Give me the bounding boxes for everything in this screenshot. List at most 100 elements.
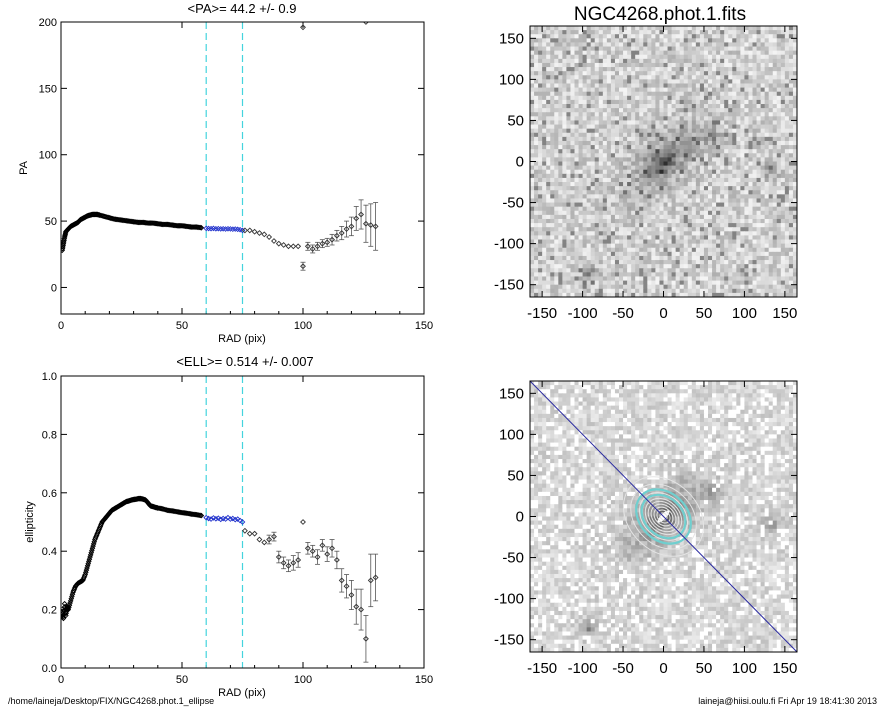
img-top-pixel bbox=[708, 251, 713, 257]
img-top-pixel bbox=[720, 165, 725, 171]
img-top-pixel bbox=[530, 260, 535, 265]
img-top-pixel bbox=[534, 104, 539, 109]
img-top-pixel bbox=[558, 264, 563, 269]
img-top-pixel bbox=[554, 177, 559, 183]
img-top-pixel bbox=[679, 206, 685, 212]
img-top-pixel bbox=[586, 71, 592, 76]
img-top-pixel bbox=[534, 223, 539, 228]
img-top-pixel bbox=[619, 136, 624, 142]
img-top-pixel bbox=[740, 124, 745, 130]
img-top-pixel bbox=[667, 79, 673, 84]
img-top-pixel bbox=[655, 83, 660, 89]
img-top-pixel bbox=[695, 136, 701, 142]
img-top-pixel bbox=[570, 38, 575, 43]
img-top-pixel bbox=[720, 218, 725, 224]
img-top-pixel bbox=[598, 161, 604, 167]
img-top-pixel bbox=[614, 276, 620, 282]
img-top-pixel bbox=[732, 190, 737, 195]
img-top-pixel bbox=[691, 272, 697, 277]
img-top-pixel bbox=[606, 153, 612, 158]
img-top-pixel bbox=[623, 173, 628, 179]
img-top-pixel bbox=[720, 280, 725, 286]
img-top-pixel bbox=[578, 272, 584, 277]
img-top-pixel bbox=[756, 182, 762, 187]
img-top-pixel bbox=[683, 145, 689, 150]
img-top-pixel bbox=[667, 218, 673, 224]
img-top-pixel bbox=[708, 104, 713, 109]
img-top-pixel bbox=[534, 136, 539, 142]
img-top-pixel bbox=[562, 30, 567, 35]
img-top-pixel bbox=[675, 251, 681, 257]
img-top-pixel bbox=[712, 231, 717, 236]
img-top-pixel bbox=[610, 140, 616, 146]
img-top-pixel bbox=[663, 145, 669, 150]
img-top-pixel bbox=[635, 75, 640, 80]
img-top-pixel bbox=[574, 34, 580, 39]
img-top-pixel bbox=[728, 235, 733, 241]
img-top-pixel bbox=[712, 227, 717, 232]
img-top-pixel bbox=[683, 149, 689, 154]
img-top-pixel bbox=[586, 280, 592, 286]
img-top-pixel bbox=[756, 87, 762, 93]
img-top-pixel bbox=[732, 87, 737, 93]
img-top-pixel bbox=[534, 149, 539, 154]
img-top-pixel bbox=[570, 116, 575, 121]
img-top-pixel bbox=[667, 128, 673, 134]
img-top-pixel bbox=[594, 223, 600, 228]
img-top-pixel bbox=[538, 46, 543, 52]
img-top-pixel bbox=[716, 95, 721, 101]
img-top-pixel bbox=[740, 145, 745, 150]
img-top-pixel bbox=[610, 280, 616, 286]
img-top-pixel bbox=[659, 145, 664, 150]
img-top-pixel bbox=[740, 38, 745, 43]
img-top-pixel bbox=[639, 30, 644, 35]
img-top-pixel bbox=[687, 276, 693, 282]
img-top-pixel bbox=[602, 153, 608, 158]
img-top-pixel bbox=[695, 71, 701, 76]
img-top-pixel bbox=[635, 38, 640, 43]
img-top-pixel bbox=[619, 26, 624, 31]
img-top-pixel bbox=[574, 169, 580, 175]
img-top-pixel bbox=[554, 292, 559, 297]
img-top-pixel bbox=[784, 140, 790, 146]
img-top-pixel bbox=[708, 136, 713, 142]
img-top-pixel bbox=[691, 95, 697, 101]
img-top-pixel bbox=[614, 46, 620, 52]
img-top-pixel bbox=[590, 153, 596, 158]
img-top-pixel bbox=[732, 264, 737, 269]
img-top-pixel bbox=[772, 190, 778, 195]
img-top-pixel bbox=[768, 214, 774, 220]
img-top-pixel bbox=[712, 182, 717, 187]
img-top-pixel bbox=[732, 34, 737, 39]
img-top-pixel bbox=[651, 190, 656, 195]
img-top-pixel bbox=[756, 243, 762, 249]
img-top-pixel bbox=[780, 136, 786, 142]
img-top-pixel bbox=[752, 132, 758, 138]
img-top-pixel bbox=[643, 58, 648, 64]
img-top-pixel bbox=[546, 292, 551, 297]
img-top-pixel bbox=[703, 198, 709, 204]
img-top-pixel bbox=[534, 50, 539, 56]
img-top-pixel bbox=[566, 177, 571, 183]
img-top-pixel bbox=[768, 54, 774, 60]
img-top-pixel bbox=[720, 260, 725, 265]
img-top-pixel bbox=[542, 235, 547, 241]
img-top-pixel bbox=[614, 120, 620, 126]
img-top-pixel bbox=[582, 255, 588, 261]
img-top-pixel bbox=[691, 67, 697, 72]
img-top-pixel bbox=[606, 132, 612, 138]
img-top-pixel bbox=[586, 165, 592, 171]
img-top-pixel bbox=[590, 71, 596, 76]
img-top-pixel bbox=[542, 239, 547, 245]
img-top-pixel bbox=[663, 79, 669, 84]
img-top-pixel bbox=[683, 223, 689, 228]
img-top-pixel bbox=[655, 26, 660, 31]
img-top-pixel bbox=[736, 198, 741, 204]
img-top-pixel bbox=[542, 251, 547, 257]
img-top-pixel bbox=[736, 99, 741, 105]
img-top-pixel bbox=[792, 83, 797, 89]
img-top-pixel bbox=[663, 124, 669, 130]
img-top-pixel bbox=[639, 173, 644, 179]
ell-ylabel: ellipticity bbox=[24, 501, 36, 543]
img-top-pixel bbox=[558, 260, 563, 265]
